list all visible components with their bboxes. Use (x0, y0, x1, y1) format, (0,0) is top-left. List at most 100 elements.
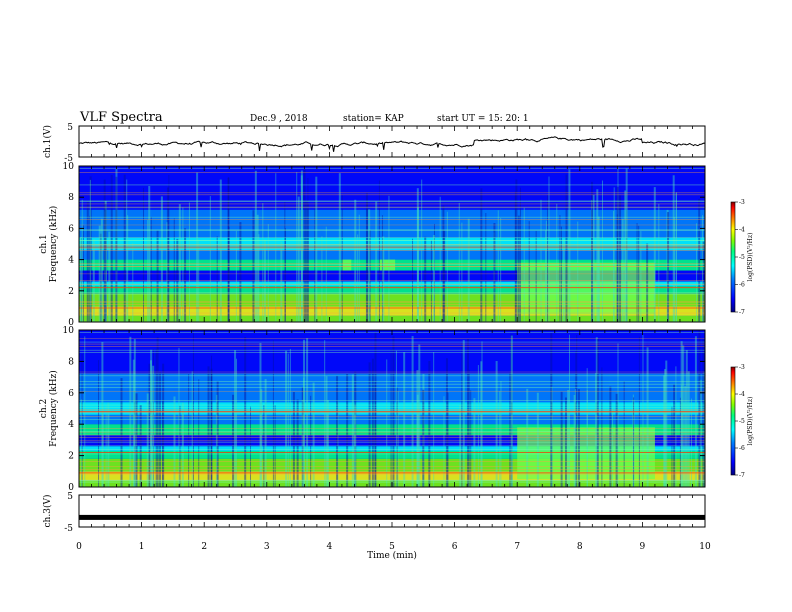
ch2-spectrogram-sferic (699, 379, 702, 487)
ch2-spectrogram-sferic (152, 365, 155, 487)
ch2-spectrogram-sferic (371, 358, 374, 487)
ch2-spectrogram-sferic (135, 393, 138, 487)
ch1-spectrogram-sferic (314, 199, 316, 322)
ch2-spectrogram-sferic (250, 406, 252, 487)
ch1-spectrogram-sferic (535, 230, 537, 322)
ch1-spectrogram-sferic (702, 241, 705, 322)
ch1-spectrogram-sferic (517, 215, 520, 322)
ch1-spectrogram-sferic (156, 230, 159, 322)
ch2-spectrogram-sferic (120, 378, 123, 487)
time-tick-label: 7 (514, 542, 520, 552)
time-tick-label: 5 (389, 542, 395, 552)
ch2-spectrogram-band (79, 450, 705, 459)
ch1-spectrogram-sferic (325, 226, 327, 322)
ch2-spectrogram-sferic (665, 360, 668, 487)
ch1-spectrogram-sferic (545, 220, 547, 322)
ch1-spectrogram-sferic (354, 199, 357, 322)
ch2-colorbar (730, 366, 736, 476)
ch1-spectrogram-sferic (368, 209, 371, 322)
ch2-spectrogram-sferic (326, 400, 329, 487)
ch1-spectrogram-sferic (675, 192, 677, 322)
ch2-spectrogram-sferic (702, 338, 705, 487)
ch2-spectrogram-sferic (135, 400, 137, 487)
ch2-spectrogram-sferic (263, 405, 265, 487)
ch1-spectrogram-sferic (519, 187, 521, 322)
ch1-spectrogram-sferic (485, 213, 487, 322)
ch1-spectrogram-sferic (307, 203, 309, 322)
ch1-spectrogram-sferic (252, 210, 255, 322)
ch1-spectrogram-sferic (568, 169, 571, 322)
ch2-frequency-label: Frequency (kHz) (48, 370, 59, 447)
time-tick-label: 0 (76, 542, 82, 552)
ch2-spectrogram-sferic (207, 366, 210, 487)
ch1-spectrogram-sferic (616, 186, 619, 322)
ch2-spectrogram-sferic (601, 367, 603, 487)
ch2-spectrogram-sferic (390, 349, 392, 487)
ch1-spectrogram-sferic (285, 228, 287, 322)
wave-tick-label: 5 (67, 492, 73, 502)
ch1-spectrogram-sferic (548, 176, 550, 322)
ch2-spectrogram-sferic (301, 387, 304, 487)
ch1-spectrogram-feature (341, 259, 352, 271)
ch1-spectrogram-sferic (132, 242, 134, 322)
ch1-spectrogram-sferic (416, 188, 419, 322)
ch1-spectrogram-sferic (143, 187, 145, 322)
ch2-spectrogram-sferic (473, 398, 476, 487)
ch2-spectrogram-sferic (101, 342, 104, 487)
ch1-spectrogram-sferic (315, 176, 318, 322)
ch2-spectrogram-sferic (374, 382, 376, 487)
ch1-spectrogram-sferic (148, 185, 151, 322)
ch1-spectrogram-sferic (358, 214, 360, 322)
ch1-spectrogram-sferic (613, 187, 615, 322)
ch1-spectrogram-sferic (258, 234, 260, 322)
ch1-spectrogram-sferic (500, 218, 502, 322)
ch2-spectrogram-sferic (259, 342, 262, 487)
ch1-spectrogram-sferic (493, 232, 495, 322)
ch2-spectrogram-sferic (445, 358, 448, 487)
ch1-spectrogram-sferic (701, 215, 703, 322)
ch1-spectrogram-sferic (375, 201, 378, 322)
ch1-spectrogram-sferic (497, 210, 499, 322)
ch1-waveform-label: ch.1(V) (42, 125, 53, 158)
ch2-spectrogram-sferic (499, 391, 501, 487)
ch2-spectrogram-sferic (684, 386, 687, 487)
ch2-spectrogram-sferic (155, 349, 157, 487)
ch2-spectrogram-sferic (418, 344, 421, 487)
ch1-spectrogram-sferic (147, 219, 149, 322)
freq-tick-label: 10 (63, 162, 75, 172)
ch2-spectrogram-sferic (264, 378, 267, 487)
ch2-spectrogram-sferic (422, 389, 425, 487)
colorbar-tick-label: -7 (739, 472, 745, 479)
ch1-spectrogram-sferic (79, 237, 82, 322)
ch2-spectrogram-sferic (685, 350, 688, 487)
time-tick-label: 6 (452, 542, 458, 552)
ch1-frequency-label: Frequency (kHz) (48, 206, 59, 283)
freq-tick-label: 0 (68, 483, 74, 493)
ch1-spectrogram-sferic (166, 187, 169, 322)
ch1-spectrogram-sferic (598, 240, 600, 322)
ch2-spectrogram-band (79, 446, 705, 451)
ch2-spectrogram-sferic (105, 405, 107, 487)
ch2-spectrogram-sferic (646, 347, 649, 487)
ch2-spectrogram-sferic (150, 349, 153, 487)
ch1-spectrogram-sferic (528, 221, 530, 322)
ch2-spectrogram-sferic (586, 368, 588, 487)
ch2-spectrogram-sferic (188, 373, 190, 487)
ch1-spectrogram-feature (517, 262, 655, 315)
ch1-spectrogram-sferic (461, 222, 463, 322)
ch2-spectrogram-sferic (682, 345, 685, 487)
ch1-spectrogram-sferic (565, 174, 568, 322)
ch1-spectrogram-sferic (178, 204, 181, 322)
ch2-spectrogram-sferic (422, 373, 425, 487)
ch2-spectrogram-sferic (303, 339, 306, 487)
ch1-spectrogram-band (79, 225, 705, 238)
ch1-spectrogram-sferic (430, 240, 432, 322)
colorbar-tick-label: -7 (739, 309, 745, 316)
ch1-spectrogram-sferic (188, 202, 190, 322)
ch1-spectrogram-sferic (108, 231, 111, 322)
ch2-spectrogram-band (79, 348, 705, 374)
ch1-spectrogram-sferic (307, 178, 309, 322)
ch1-spectrogram-sferic (675, 193, 677, 322)
ch1-spectrogram-band (79, 184, 705, 210)
ch2-spectrogram-sferic (617, 343, 619, 487)
